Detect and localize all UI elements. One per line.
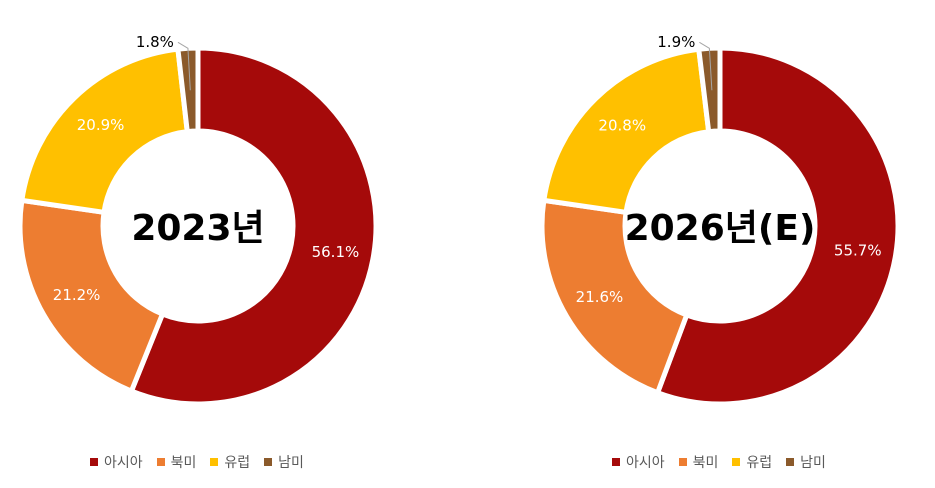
donut-chart-1: 55.7% 21.6% 20.8% 1.9% 2026년(E): [539, 33, 901, 407]
data-label-south-america: 1.9%: [657, 33, 695, 51]
chart-title-1: 2026년(E): [625, 208, 816, 249]
data-label-asia: 55.7%: [834, 241, 882, 259]
legend-label-north-america: 북미: [692, 455, 719, 471]
data-label-asia: 56.1%: [312, 243, 360, 261]
legend-label-europe: 유럽: [746, 455, 773, 471]
legend-swatch-south-america: [264, 458, 273, 466]
legend-label-south-america: 남미: [278, 455, 304, 471]
legend-label-europe: 유럽: [224, 455, 251, 471]
leader-line-south-america: [177, 41, 191, 91]
slice-north-america: [17, 197, 166, 395]
slice-asia: [128, 45, 379, 407]
legend-label-asia: 아시아: [104, 455, 143, 471]
donut-chart-0: 56.1% 21.2% 20.9% 1.8% 2023년: [17, 33, 379, 407]
legend-2026: 아시아 북미 유럽 남미: [612, 452, 826, 472]
slice-europe: [19, 46, 191, 216]
legend-item-south-america: 남미: [264, 452, 304, 472]
legend-label-asia: 아시아: [626, 455, 665, 471]
slice-europe: [541, 46, 712, 216]
legend-swatch-north-america: [678, 458, 687, 466]
data-label-south-america: 1.8%: [136, 33, 174, 51]
data-label-north-america: 21.6%: [576, 288, 624, 306]
legend-item-south-america: 남미: [786, 452, 826, 472]
data-label-europe: 20.8%: [598, 116, 646, 134]
legend-label-north-america: 북미: [170, 455, 197, 471]
legend-swatch-north-america: [156, 458, 165, 466]
legend-item-asia: 아시아: [90, 452, 143, 472]
legend-2023: 아시아 북미 유럽 남미: [90, 452, 304, 472]
leader-line-south-america: [699, 41, 713, 91]
slice-south-america: [696, 45, 723, 135]
legend-swatch-asia: [90, 458, 98, 466]
chart-title-0: 2023년: [131, 208, 264, 249]
legend-label-south-america: 남미: [800, 455, 826, 471]
legend-swatch-europe: [210, 458, 219, 466]
slice-asia: [654, 45, 901, 407]
legend-item-europe: 유럽: [210, 452, 250, 472]
data-label-north-america: 21.2%: [53, 286, 101, 304]
slice-north-america: [539, 197, 690, 396]
legend-item-asia: 아시아: [612, 452, 665, 472]
legend-item-north-america: 북미: [678, 452, 719, 472]
legend-item-europe: 유럽: [732, 452, 772, 472]
legend-swatch-europe: [732, 458, 741, 466]
legend-swatch-asia: [612, 458, 620, 466]
slice-south-america: [175, 45, 201, 135]
legend-swatch-south-america: [786, 458, 795, 466]
legend-item-north-america: 북미: [156, 452, 197, 472]
data-label-europe: 20.9%: [77, 116, 125, 134]
